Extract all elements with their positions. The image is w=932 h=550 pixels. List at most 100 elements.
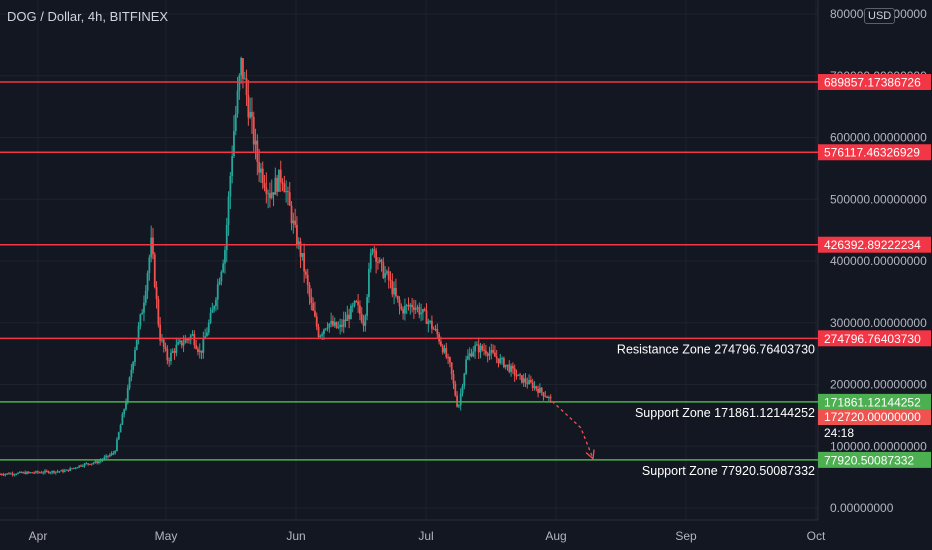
candle-body bbox=[0, 474, 1, 476]
candle-body bbox=[161, 339, 163, 341]
candle-body bbox=[287, 191, 289, 193]
candle-body bbox=[274, 177, 277, 195]
candle-body bbox=[18, 471, 21, 473]
candle-body bbox=[297, 241, 300, 245]
symbol-title[interactable]: DOG / Dollar, 4h, BITFINEX bbox=[7, 9, 169, 24]
candle-body bbox=[418, 307, 421, 315]
candle-body bbox=[123, 409, 126, 415]
candle-body bbox=[177, 342, 180, 345]
candle-body bbox=[207, 322, 210, 333]
time-tick-label: Sep bbox=[675, 529, 697, 543]
candle-body bbox=[373, 249, 376, 251]
candle-body bbox=[22, 472, 25, 474]
candle-body bbox=[513, 368, 516, 376]
candle-body bbox=[110, 453, 113, 455]
candle-body bbox=[344, 319, 347, 321]
candle-body bbox=[355, 301, 358, 303]
candle-body bbox=[319, 335, 322, 337]
candle-body bbox=[74, 467, 77, 469]
candle-body bbox=[103, 457, 106, 460]
candle-body bbox=[486, 353, 489, 356]
level-price-tag bbox=[818, 144, 931, 161]
candle-body bbox=[508, 364, 511, 372]
candle-body bbox=[193, 334, 196, 345]
candle-body bbox=[290, 205, 293, 224]
candle-body bbox=[98, 461, 100, 463]
candle-body bbox=[168, 360, 171, 362]
candle-body bbox=[184, 339, 187, 344]
candle-body bbox=[53, 471, 55, 473]
candle-body bbox=[206, 332, 208, 337]
candle-body bbox=[90, 463, 93, 465]
candle-body bbox=[69, 468, 72, 471]
candle-body bbox=[258, 162, 261, 173]
currency-button[interactable]: USD bbox=[864, 8, 896, 24]
candle-body bbox=[360, 313, 363, 323]
candle-body bbox=[283, 183, 286, 193]
candle-body bbox=[216, 284, 219, 300]
level-price-tag bbox=[818, 74, 931, 91]
candle-body bbox=[170, 352, 172, 361]
candle-body bbox=[62, 470, 64, 472]
candle-body bbox=[236, 90, 239, 114]
candle-body bbox=[13, 474, 16, 476]
candle-body bbox=[135, 339, 138, 350]
candle-body bbox=[126, 388, 129, 403]
candle-body bbox=[269, 193, 271, 198]
candle-body bbox=[359, 305, 361, 314]
candle-body bbox=[461, 386, 464, 394]
candle-body bbox=[332, 320, 334, 326]
candle-body bbox=[58, 471, 61, 473]
candle-body bbox=[364, 315, 367, 326]
candle-body bbox=[378, 259, 381, 262]
candle-body bbox=[279, 169, 282, 183]
candle-body bbox=[96, 461, 99, 463]
candle-body bbox=[67, 469, 70, 471]
candle-body bbox=[191, 334, 194, 336]
candle-body bbox=[299, 241, 302, 257]
candle-body bbox=[351, 305, 354, 307]
candle-body bbox=[393, 287, 396, 295]
candle-body bbox=[72, 467, 75, 469]
candle-body bbox=[231, 156, 234, 176]
candle-body bbox=[337, 326, 340, 328]
level-price-tag-text: 689857.17386726 bbox=[824, 76, 921, 90]
candle-body bbox=[341, 324, 343, 327]
candle-body bbox=[137, 325, 140, 340]
candle-body bbox=[425, 310, 428, 324]
candle-body bbox=[175, 344, 178, 353]
candle-body bbox=[346, 314, 349, 321]
candle-body bbox=[441, 345, 444, 353]
candle-body bbox=[402, 309, 405, 314]
support-zone-label: Support Zone 77920.50087332 bbox=[642, 464, 815, 478]
level-price-tag-text: 171861.12144252 bbox=[824, 395, 921, 409]
candle-body bbox=[522, 378, 525, 383]
candle-body bbox=[414, 308, 417, 310]
candle-body bbox=[472, 351, 475, 357]
candle-body bbox=[148, 257, 151, 274]
level-price-tag-text: 274796.76403730 bbox=[824, 332, 921, 346]
candle-body bbox=[117, 432, 120, 440]
candle-body bbox=[452, 374, 455, 384]
time-axis[interactable]: Apr May Jun Jul Aug Sep Oct bbox=[29, 529, 826, 543]
candle-body bbox=[107, 455, 109, 457]
candle-body bbox=[8, 473, 10, 475]
time-tick-label: Jun bbox=[286, 529, 305, 543]
candle-body bbox=[324, 328, 327, 330]
candle-body bbox=[49, 472, 52, 474]
candle-body bbox=[29, 472, 32, 474]
candle-body bbox=[204, 336, 207, 339]
candle-body bbox=[224, 250, 226, 264]
candle-body bbox=[470, 353, 473, 357]
candle-body bbox=[504, 364, 507, 368]
candle-body bbox=[15, 474, 18, 476]
horizontal-levels[interactable]: Resistance Zone 274796.76403730 Support Z… bbox=[0, 81, 818, 478]
candle-body bbox=[162, 339, 165, 348]
candle-body bbox=[294, 220, 297, 225]
candle-body bbox=[225, 224, 228, 251]
candle-body bbox=[234, 113, 237, 131]
candle-body bbox=[272, 192, 275, 195]
candle-body bbox=[202, 338, 205, 353]
candle-body bbox=[537, 388, 539, 393]
